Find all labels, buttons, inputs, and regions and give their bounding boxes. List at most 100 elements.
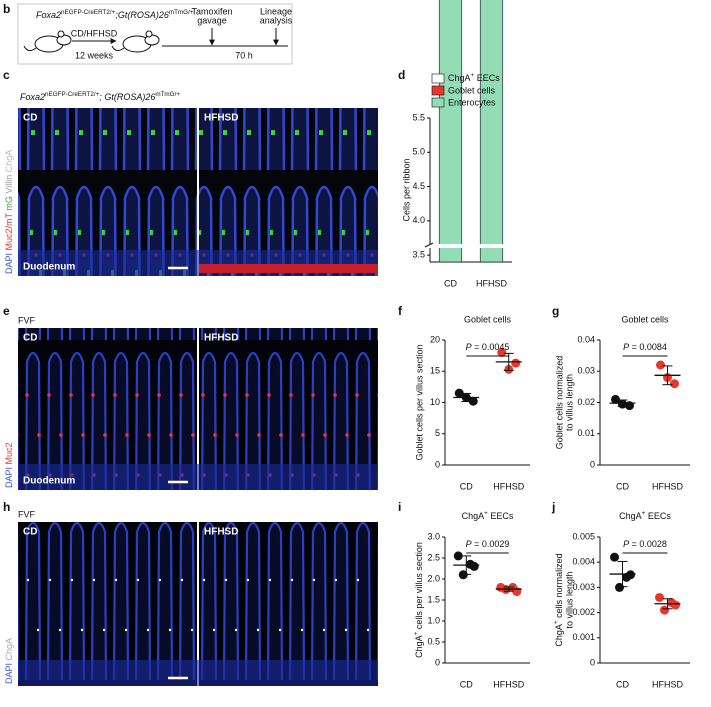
data-point — [454, 388, 464, 398]
y-tick-label: 0.04 — [577, 334, 595, 344]
y-tick-label: 5 — [435, 428, 440, 438]
text-part: P — [466, 539, 472, 549]
y-tick-label: 4.0 — [412, 215, 425, 225]
p-value: P = 0.0084 — [623, 342, 667, 352]
data-point — [622, 572, 631, 582]
x-tick-label: CD — [616, 679, 629, 689]
text-part: EECs — [474, 73, 500, 83]
text-part: = 0.0084 — [629, 342, 667, 352]
muscle-band — [199, 264, 378, 273]
data-point — [610, 552, 619, 562]
mouse-ear — [145, 30, 153, 38]
condition-label: CD — [23, 527, 37, 538]
stain-label: DAPI Muc2/mT mG Villin ChgA — [4, 150, 14, 274]
panel-letter: c — [3, 68, 10, 82]
genotype: Foxa2nEGFP-CreERT2/+;Gt(ROSA)26mTmG/+ — [36, 9, 194, 20]
x-tick-label: HFHSD — [493, 481, 524, 491]
micrograph — [18, 108, 197, 276]
text-part: = 0.0029 — [472, 539, 510, 549]
data-point — [497, 348, 507, 357]
x-tick-label: CD — [460, 481, 473, 491]
strain-label: FVF — [18, 509, 36, 519]
text-part: Muc2 — [4, 442, 14, 464]
x-tick-label: CD — [616, 481, 629, 491]
chart-title: Goblet cells — [621, 314, 669, 324]
legend-swatch — [431, 97, 445, 108]
text-part: DAPI — [4, 660, 14, 684]
y-tick-label: 0.001 — [572, 632, 595, 642]
p-value: P = 0.0029 — [466, 539, 510, 549]
y-tick-label: 0.03 — [577, 366, 595, 376]
y-tick-label: 0.5 — [427, 636, 440, 646]
text-part: + — [642, 510, 646, 517]
y-axis-label: Goblet cells per villus section — [414, 344, 424, 460]
y-tick-label: 5.5 — [412, 112, 425, 122]
text-part: + — [553, 620, 560, 624]
mouse-ear — [57, 30, 65, 38]
frame — [17, 3, 293, 65]
diet: CD/HFHSD — [71, 28, 118, 38]
text-part: ChgA — [448, 73, 471, 83]
legend-label: ChgA+ EECs — [448, 72, 500, 83]
y-tick-label: 0.01 — [577, 428, 595, 438]
y-tick-label: 1.0 — [427, 615, 440, 625]
stain-label: DAPI ChgA — [4, 638, 14, 684]
panel-letter: g — [552, 304, 559, 318]
chart-title: ChgA+ EECs — [619, 510, 671, 521]
data-point — [655, 592, 664, 602]
text-part: + — [484, 510, 488, 517]
legend-swatch — [431, 85, 445, 96]
x-tick-label: HFHSD — [476, 278, 507, 288]
step-label: Tamoxifen — [191, 6, 232, 16]
mouse-tail — [23, 45, 37, 52]
micrograph — [18, 328, 197, 490]
text-part: EECs — [488, 511, 514, 521]
data-point — [453, 551, 463, 561]
p-value: P = 0.0045 — [466, 342, 510, 352]
text-part: ;Gt(ROSA)26 — [115, 10, 169, 20]
panel-letter: e — [3, 304, 10, 318]
text-part: DAPI — [4, 464, 14, 488]
step-label: Lineage — [260, 6, 292, 16]
text-part: ChgA — [414, 635, 424, 658]
x-tick-label: CD — [460, 679, 473, 689]
data-point — [667, 598, 676, 608]
panel-letter: f — [398, 304, 403, 318]
data-point — [656, 360, 665, 370]
data-point — [468, 396, 478, 406]
bar-segment — [438, 0, 463, 263]
legend-swatch — [431, 73, 445, 84]
text-part: cells per villus section — [414, 542, 424, 632]
mouse-icon — [111, 30, 160, 53]
text-part: ; Gt(ROSA)26 — [99, 92, 155, 102]
chart-title: Goblet cells — [464, 314, 512, 324]
legend-label: Enterocytes — [448, 97, 496, 107]
condition-label: CD — [23, 333, 37, 344]
region-label: Duodenum — [23, 476, 75, 487]
text-part: ChgA — [4, 150, 14, 173]
y-axis-label: ChgA+ cells normalized — [553, 553, 564, 646]
data-point — [611, 394, 620, 404]
text-part: ChgA — [619, 511, 642, 521]
y-tick-label: 3.0 — [427, 531, 440, 541]
text-part: = 0.0045 — [472, 342, 510, 352]
x-tick-label: HFHSD — [652, 679, 683, 689]
stain-label: DAPI Muc2 — [4, 442, 14, 488]
y-tick-label: 20 — [430, 334, 440, 344]
y-axis-label: Goblet cells normalized — [554, 356, 564, 450]
text-part: P — [466, 342, 472, 352]
y-tick-label: 0 — [435, 459, 440, 469]
text-part: cells normalized — [554, 553, 564, 620]
y-tick-label: 0.02 — [577, 397, 595, 407]
x-tick-label: CD — [444, 278, 457, 288]
y-axis-label: ChgA+ cells per villus section — [413, 542, 424, 658]
data-point — [670, 379, 679, 389]
y-axis-label: Cells per ribbon — [401, 158, 411, 221]
genotype: Foxa2nEGFP-CreERT2/+; Gt(ROSA)26mTmG/+ — [20, 91, 180, 102]
text-part: P — [623, 539, 629, 549]
axis-break — [426, 244, 512, 248]
text-part: mTmG/+ — [155, 91, 180, 98]
y-tick-label: 0.003 — [572, 582, 595, 592]
condition-label: HFHSD — [204, 527, 238, 538]
